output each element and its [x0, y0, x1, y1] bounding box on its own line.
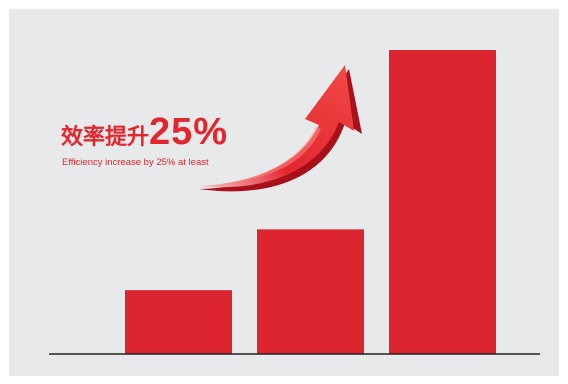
- bar-3: [389, 50, 496, 354]
- bar-2: [257, 229, 364, 354]
- headline-chinese-text: 效率提升: [61, 125, 150, 150]
- upward-arrow-icon: [197, 65, 362, 192]
- efficiency-subheadline: Efficiency increase by 25% at least: [62, 157, 209, 168]
- headline-percent-text: 25%: [149, 111, 229, 153]
- chart-panel: 效率提升25% Efficiency increase by 25% at le…: [9, 9, 559, 376]
- efficiency-headline: 效率提升25%: [61, 113, 228, 151]
- bar-1: [125, 290, 232, 354]
- bar-chart: [49, 50, 540, 355]
- bars-group: [125, 50, 496, 354]
